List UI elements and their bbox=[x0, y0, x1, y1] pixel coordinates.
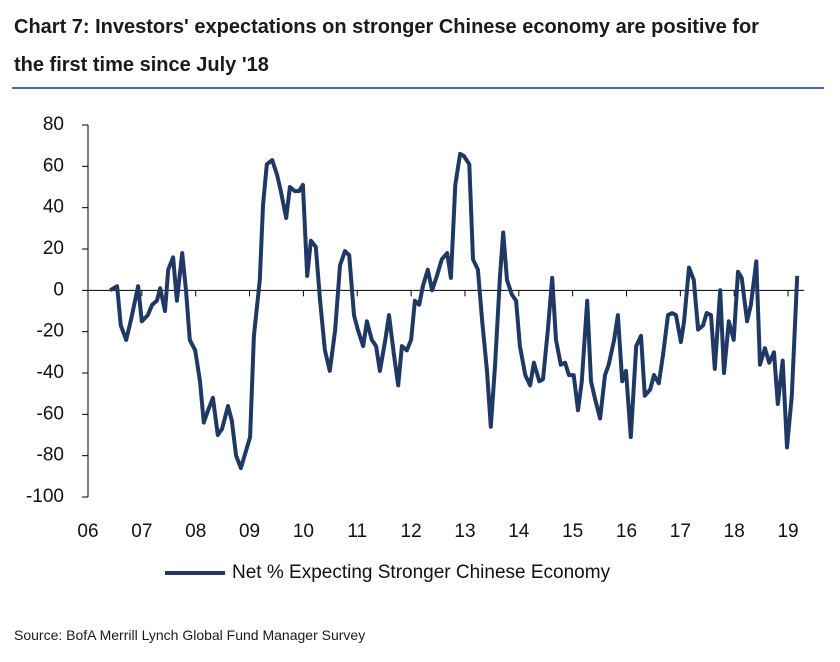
x-tick-label: 18 bbox=[724, 521, 745, 542]
x-tick-label: 06 bbox=[77, 521, 98, 542]
x-tick-label: 11 bbox=[347, 521, 367, 542]
y-tick-label: 40 bbox=[43, 197, 64, 218]
x-tick-label: 14 bbox=[508, 521, 530, 542]
x-tick-label: 16 bbox=[616, 521, 637, 542]
x-tick-label: 10 bbox=[293, 521, 314, 542]
legend-label: Net % Expecting Stronger Chinese Economy bbox=[232, 562, 611, 583]
y-tick-label: -100 bbox=[26, 486, 64, 507]
x-tick-label: 12 bbox=[401, 521, 422, 542]
x-tick-label: 13 bbox=[454, 521, 475, 542]
source-note: Source: BofA Merrill Lynch Global Fund M… bbox=[14, 627, 366, 643]
y-tick-label: 60 bbox=[43, 155, 64, 176]
x-tick-label: 17 bbox=[670, 521, 691, 542]
x-tick-label: 09 bbox=[239, 521, 260, 542]
chart-title: Chart 7: Investors' expectations on stro… bbox=[14, 16, 759, 76]
y-tick-label: 20 bbox=[43, 238, 64, 259]
y-tick-label: -40 bbox=[37, 362, 64, 383]
x-tick-label: 19 bbox=[777, 521, 798, 542]
x-tick-label: 15 bbox=[562, 521, 583, 542]
x-tick-label: 08 bbox=[185, 521, 206, 542]
y-tick-label: 0 bbox=[53, 279, 64, 300]
y-tick-label: 80 bbox=[43, 114, 64, 135]
title-rule bbox=[12, 87, 824, 89]
y-tick-label: -20 bbox=[37, 321, 64, 342]
series-line bbox=[109, 151, 800, 471]
y-tick-label: -80 bbox=[37, 445, 64, 466]
x-tick-label: 07 bbox=[131, 521, 152, 542]
y-tick-label: -60 bbox=[37, 403, 64, 424]
